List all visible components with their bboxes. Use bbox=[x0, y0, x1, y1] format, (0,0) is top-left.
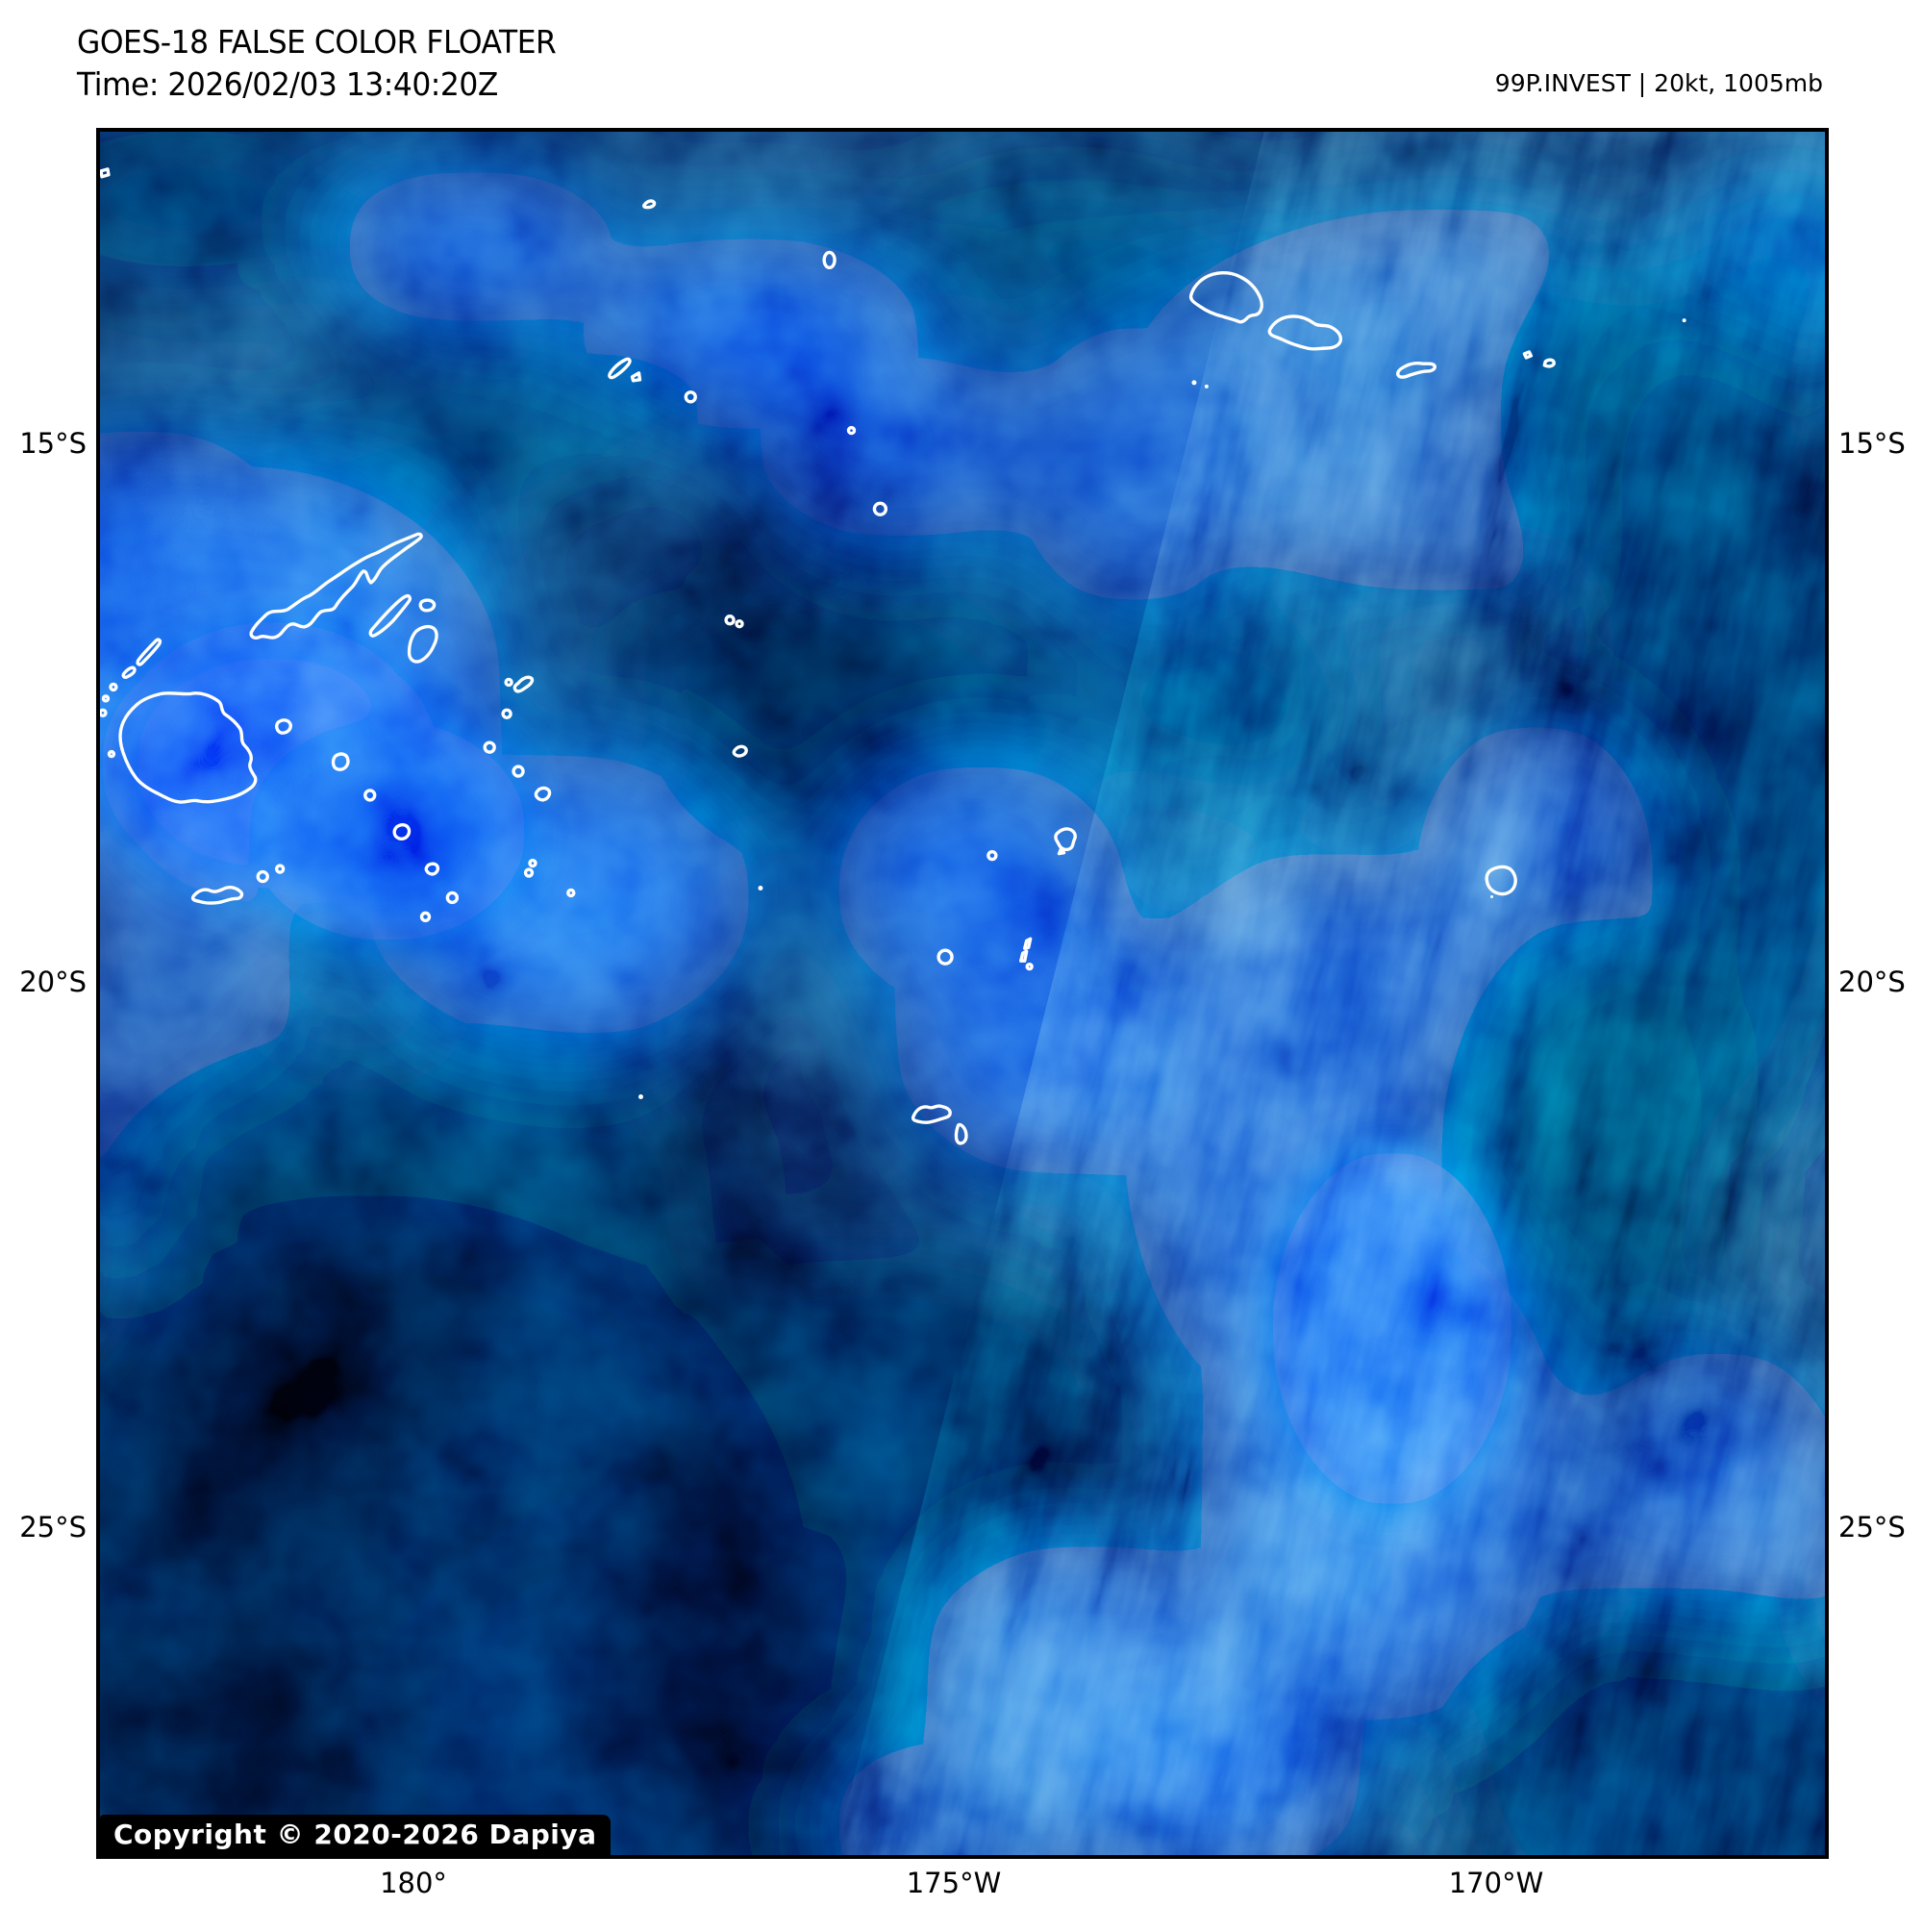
cloud-field bbox=[100, 132, 1825, 1855]
satellite-image bbox=[100, 132, 1825, 1855]
lat-label-left-15s: 15°S bbox=[19, 427, 87, 460]
storm-info-label: 99P.INVEST | 20kt, 1005mb bbox=[1494, 69, 1823, 97]
coastlines bbox=[100, 167, 1686, 1145]
timestamp-label: Time: 2026/02/03 13:40:20Z bbox=[77, 65, 498, 103]
lat-label-left-20s: 20°S bbox=[19, 966, 87, 998]
lon-label-175w: 175°W bbox=[906, 1867, 1002, 1899]
lat-label-left-25s: 25°S bbox=[19, 1511, 87, 1543]
tonga-coastline bbox=[911, 827, 1077, 1145]
fiji-coastline bbox=[100, 532, 576, 923]
samoa-coastline bbox=[1188, 270, 1556, 379]
small-islets bbox=[100, 167, 1686, 1100]
lat-label-right-15s: 15°S bbox=[1838, 427, 1906, 460]
lon-label-170w: 170°W bbox=[1448, 1867, 1544, 1899]
satellite-map[interactable]: Copyright © 2020-2026 Dapiya bbox=[96, 128, 1829, 1859]
niue-coastline bbox=[1485, 865, 1517, 898]
lon-label-180: 180° bbox=[380, 1867, 447, 1899]
copyright-badge: Copyright © 2020-2026 Dapiya bbox=[100, 1815, 611, 1855]
page-title: GOES-18 FALSE COLOR FLOATER bbox=[77, 23, 557, 61]
lat-label-right-20s: 20°S bbox=[1838, 966, 1906, 998]
lat-label-right-25s: 25°S bbox=[1838, 1511, 1906, 1543]
